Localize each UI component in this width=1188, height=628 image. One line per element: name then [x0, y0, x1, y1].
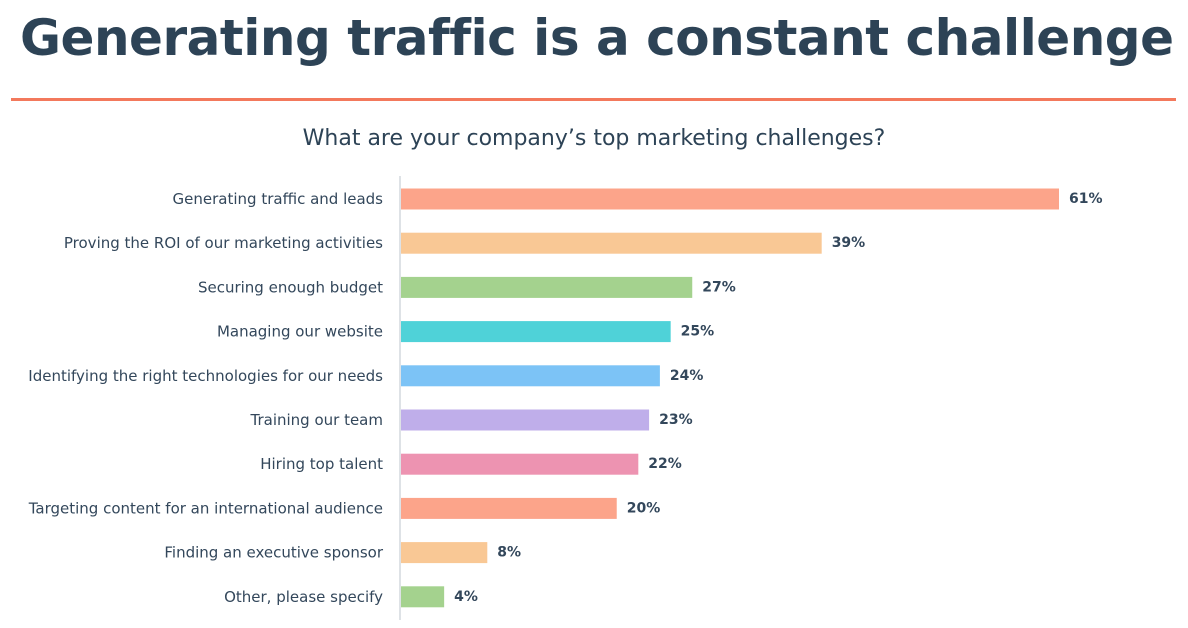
category-label: Generating traffic and leads [173, 190, 384, 208]
category-label: Securing enough budget [198, 278, 383, 296]
category-label: Other, please specify [224, 588, 383, 606]
bar [401, 542, 488, 564]
category-label: Training our team [250, 411, 384, 429]
bar [401, 188, 1059, 210]
bar [401, 365, 660, 387]
value-label: 27% [702, 279, 736, 295]
value-label: 23% [659, 412, 693, 428]
bar [401, 321, 671, 343]
bar [401, 497, 617, 519]
value-label: 22% [648, 456, 682, 472]
value-label: 4% [454, 589, 478, 605]
category-label: Managing our website [217, 323, 383, 341]
category-label: Proving the ROI of our marketing activit… [64, 234, 383, 252]
bar [401, 409, 650, 431]
value-label: 61% [1069, 191, 1103, 207]
value-label: 25% [681, 324, 715, 340]
value-label: 39% [832, 235, 866, 251]
bar [401, 232, 822, 254]
category-label: Finding an executive sponsor [164, 544, 383, 562]
value-label: 8% [497, 545, 521, 561]
bar [401, 276, 693, 298]
page-headline: Generating traffic is a constant challen… [20, 9, 1174, 67]
bar [401, 453, 639, 475]
category-label: Hiring top talent [260, 455, 383, 473]
value-label: 24% [670, 368, 704, 384]
bar-chart: Generating traffic and leads 61% Proving t… [28, 176, 1103, 620]
value-label: 20% [627, 500, 661, 516]
category-label: Targeting content for an international a… [28, 499, 383, 517]
headline-divider [11, 98, 1176, 101]
bar [401, 586, 445, 608]
chart-title: What are your company’s top marketing ch… [302, 126, 886, 151]
category-label: Identifying the right technologies for o… [28, 367, 383, 385]
